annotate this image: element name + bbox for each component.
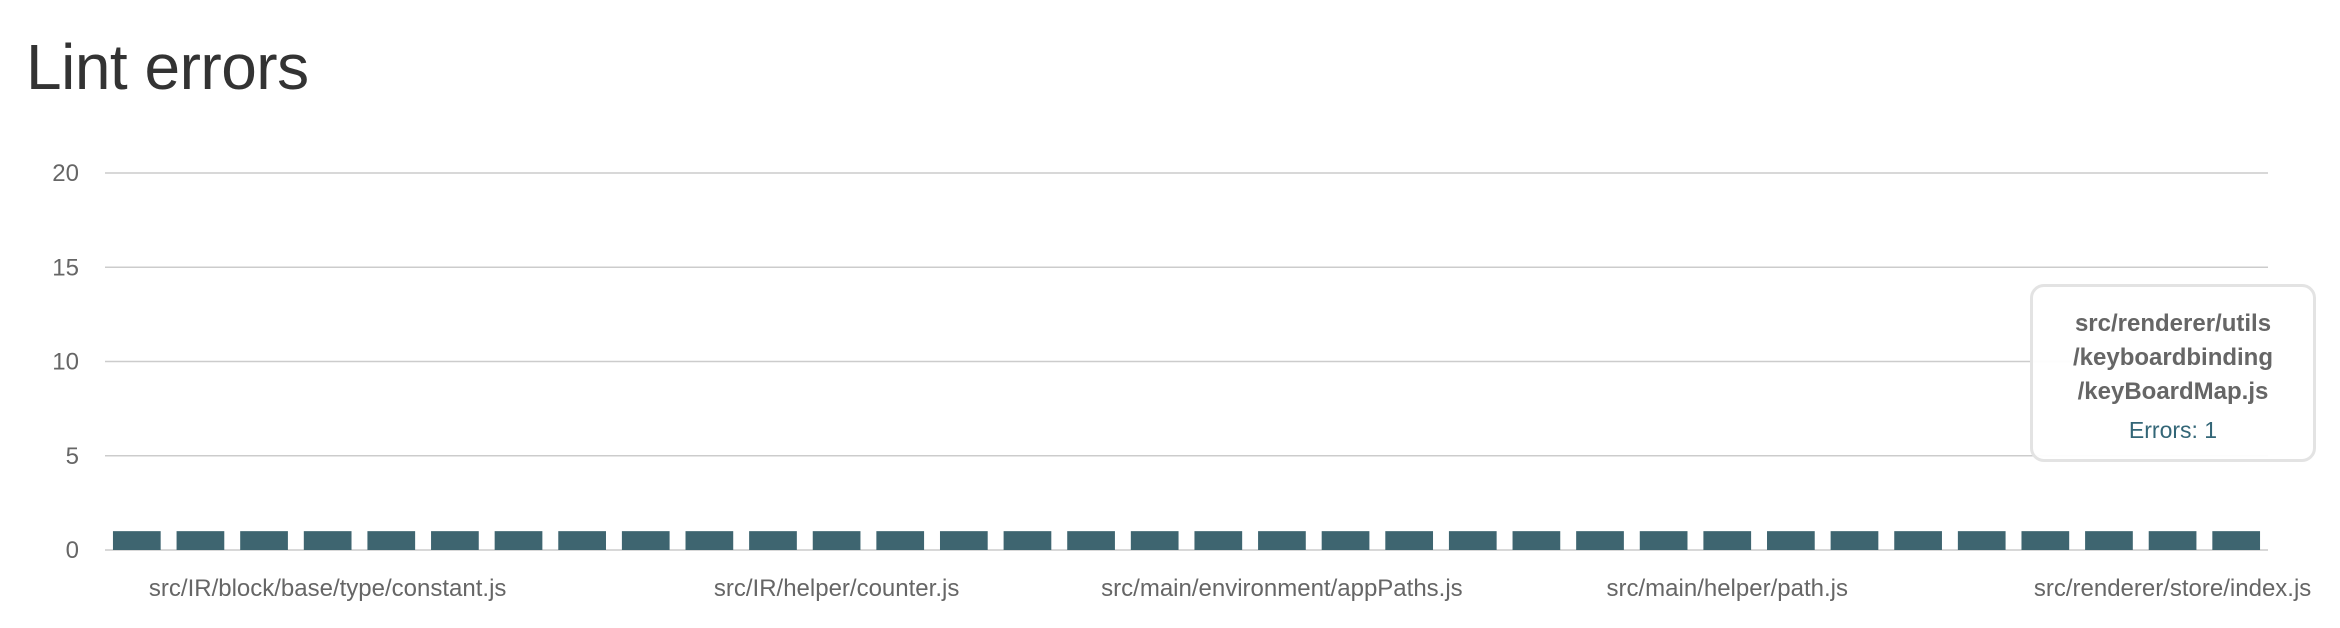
bar[interactable]	[1957, 531, 2006, 550]
bar[interactable]	[812, 531, 861, 550]
bar[interactable]	[1703, 531, 1752, 550]
x-tick-label: src/renderer/store/index.js	[2034, 575, 2311, 602]
y-tick-label: 10	[52, 349, 79, 376]
bar[interactable]	[1258, 531, 1306, 550]
bar[interactable]	[1067, 531, 1115, 550]
bar[interactable]	[2212, 531, 2261, 550]
chart-tooltip: src/renderer/utils /keyboardbinding /key…	[2030, 284, 2316, 462]
bar[interactable]	[749, 531, 797, 550]
tooltip-title-line: /keyBoardMap.js	[2077, 378, 2269, 405]
bar[interactable]	[1194, 531, 1243, 550]
bar[interactable]	[494, 531, 543, 550]
bar[interactable]	[1639, 531, 1688, 550]
bar[interactable]	[1576, 531, 1624, 550]
bar[interactable]	[1830, 531, 1879, 550]
bar[interactable]	[1448, 531, 1497, 550]
x-tick-label: src/IR/helper/counter.js	[714, 575, 959, 602]
tooltip-value: Errors: 1	[2128, 417, 2218, 443]
y-tick-label: 20	[52, 160, 79, 187]
bar[interactable]	[621, 531, 670, 550]
y-tick-label: 15	[52, 254, 79, 281]
y-tick-label: 5	[66, 443, 79, 470]
bar[interactable]	[1321, 531, 1370, 550]
bars	[112, 531, 2261, 550]
bar[interactable]	[240, 531, 288, 550]
x-tick-label: src/main/environment/appPaths.js	[1101, 575, 1463, 602]
bar[interactable]	[1894, 531, 1942, 550]
bar[interactable]	[876, 531, 925, 550]
bar[interactable]	[176, 531, 225, 550]
x-tick-label: src/IR/block/base/type/constant.js	[149, 575, 507, 602]
bar[interactable]	[1130, 531, 1179, 550]
bar[interactable]	[431, 531, 479, 550]
tooltip-title-line: src/renderer/utils	[2074, 310, 2272, 337]
bar[interactable]	[367, 531, 416, 550]
tooltip-title: src/renderer/utils /keyboardbinding /key…	[2033, 307, 2313, 409]
bar[interactable]	[112, 531, 161, 550]
bar[interactable]	[2021, 531, 2070, 550]
bar[interactable]	[685, 531, 734, 550]
tooltip-title-line: /keyboardbinding	[2072, 344, 2273, 371]
y-axis-tick-labels: 0 5 10 15 20	[52, 160, 79, 564]
bar[interactable]	[939, 531, 988, 550]
bar[interactable]	[1767, 531, 1815, 550]
bar[interactable]	[558, 531, 606, 550]
y-tick-label: 0	[66, 537, 79, 564]
bar[interactable]	[2148, 531, 2197, 550]
bar[interactable]	[1385, 531, 1434, 550]
grid-lines	[105, 172, 2268, 551]
x-axis-tick-labels: src/IR/block/base/type/constant.js src/IR…	[149, 575, 2311, 602]
bar[interactable]	[303, 531, 352, 550]
x-tick-label: src/main/helper/path.js	[1607, 575, 1848, 602]
page-title: Lint errors	[26, 31, 309, 103]
bar[interactable]	[2085, 531, 2133, 550]
bar[interactable]	[1003, 531, 1052, 550]
bar[interactable]	[1512, 531, 1561, 550]
